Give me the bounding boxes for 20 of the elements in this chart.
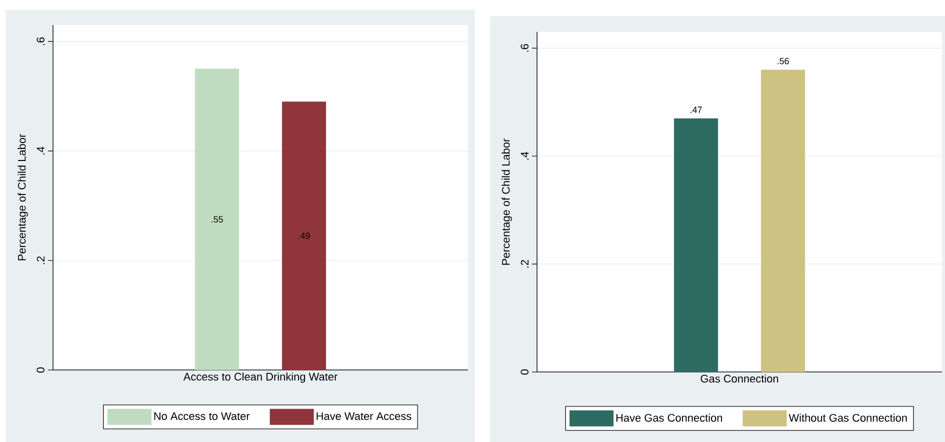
y-tick-label: .2 (520, 260, 528, 268)
data-label: .47 (690, 106, 702, 113)
y-axis-title: Percentage of Child Labor (18, 134, 28, 260)
y-tick-label: 0 (520, 369, 528, 375)
legend-label: Have Water Access (316, 412, 412, 420)
y-tick-label: .4 (520, 152, 528, 160)
legend-label: No Access to Water (154, 412, 250, 420)
x-axis-title: Gas Connection (700, 374, 778, 383)
y-tick-label: 0 (36, 367, 44, 373)
y-tick-label: .4 (36, 146, 44, 155)
y-axis-title: Percentage of Child Labor (502, 138, 512, 265)
x-axis-title: Access to Clean Drinking Water (183, 372, 338, 383)
y-tick-label: .6 (36, 37, 44, 45)
y-tick-label: .2 (36, 256, 44, 264)
legend-label: Have Gas Connection (616, 414, 722, 422)
y-tick-label: .6 (520, 44, 528, 52)
data-label: .55 (212, 216, 223, 223)
legend-label: Without Gas Connection (788, 414, 907, 422)
data-label: .49 (298, 232, 310, 239)
data-label: .56 (778, 58, 789, 64)
